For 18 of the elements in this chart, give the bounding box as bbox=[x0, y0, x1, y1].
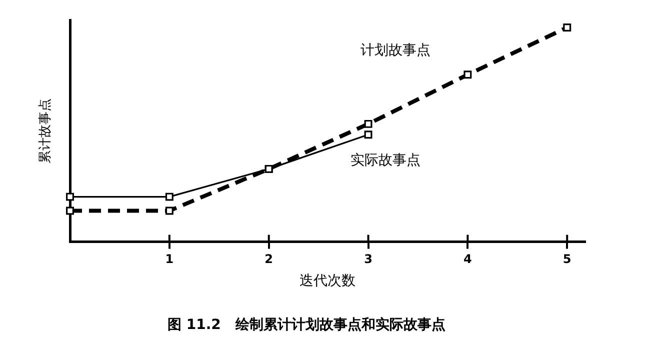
point bbox=[364, 130, 372, 139]
point bbox=[66, 192, 74, 201]
x-axis-title: 迭代次数 bbox=[300, 273, 356, 290]
x-tick-label: 4 bbox=[464, 252, 472, 266]
point bbox=[563, 24, 572, 32]
y-axis-title: 累计故事点 bbox=[38, 98, 54, 164]
caption: 图 11.2 绘制累计计划故事点和实际故事点 bbox=[166, 316, 447, 334]
point bbox=[165, 192, 174, 201]
point bbox=[165, 206, 174, 215]
point bbox=[464, 70, 472, 79]
series-label: 实际故事点 bbox=[350, 152, 420, 168]
x-tick-label: 1 bbox=[165, 252, 174, 266]
text: 计划故事点 bbox=[360, 42, 431, 58]
point bbox=[364, 120, 372, 128]
x-tick-label: 2 bbox=[264, 252, 274, 266]
point bbox=[66, 206, 74, 215]
x-tick-label: 3 bbox=[364, 252, 372, 266]
x-tick-label: 5 bbox=[562, 252, 572, 266]
